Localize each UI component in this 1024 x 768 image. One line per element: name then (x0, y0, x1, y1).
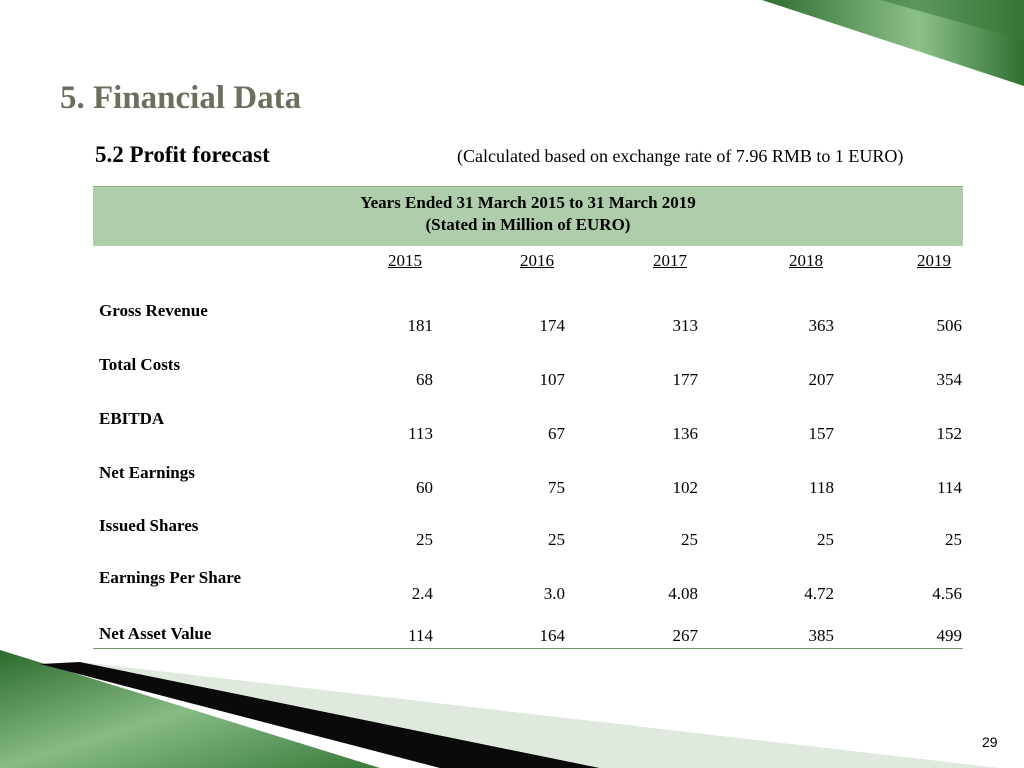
year-header-2017: 2017 (653, 251, 687, 270)
cell-issued-shares-2019: 25 (945, 530, 962, 549)
cell-ebitda-2016: 67 (548, 424, 565, 443)
year-header-2016: 2016 (520, 251, 554, 270)
cell-net-asset-value-2017: 267 (672, 626, 699, 645)
row-label-net-asset-value: Net Asset Value (99, 624, 212, 643)
cell-total-costs-2016: 107 (539, 370, 566, 389)
cell-net-earnings-2019: 114 (937, 478, 962, 497)
bottom-left-swoosh (0, 650, 1000, 768)
cell-earnings-per-share-2015: 2.4 (411, 584, 433, 603)
table-bottom-rule (93, 648, 963, 649)
cell-gross-revenue-2018: 363 (808, 316, 835, 335)
cell-net-earnings-2018: 118 (809, 478, 834, 497)
exchange-rate-note: (Calculated based on exchange rate of 7.… (457, 146, 904, 166)
row-label-net-earnings: Net Earnings (99, 463, 195, 482)
cell-total-costs-2015: 68 (416, 370, 433, 389)
cell-net-asset-value-2018: 385 (808, 626, 835, 645)
cell-gross-revenue-2016: 174 (539, 316, 566, 335)
cell-net-asset-value-2019: 499 (936, 626, 963, 645)
page-title: 5. Financial Data (60, 80, 302, 116)
row-label-total-costs: Total Costs (99, 355, 181, 374)
cell-total-costs-2019: 354 (936, 370, 963, 389)
cell-total-costs-2018: 207 (808, 370, 835, 389)
cell-ebitda-2018: 157 (808, 424, 835, 443)
year-header-2019: 2019 (917, 251, 951, 270)
cell-net-earnings-2016: 75 (548, 478, 565, 497)
row-label-issued-shares: Issued Shares (99, 516, 199, 535)
cell-gross-revenue-2015: 181 (407, 316, 434, 335)
row-label-earnings-per-share: Earnings Per Share (99, 568, 241, 587)
cell-issued-shares-2015: 25 (416, 530, 433, 549)
cell-net-asset-value-2015: 114 (408, 626, 433, 645)
cell-net-asset-value-2016: 164 (539, 626, 566, 645)
section-subtitle: 5.2 Profit forecast (95, 142, 270, 167)
row-label-ebitda: EBITDA (99, 409, 165, 428)
cell-earnings-per-share-2019: 4.56 (932, 584, 962, 603)
cell-net-earnings-2017: 102 (672, 478, 699, 497)
table-header-unit: (Stated in Million of EURO) (425, 215, 631, 234)
cell-issued-shares-2017: 25 (681, 530, 698, 549)
cell-net-earnings-2015: 60 (416, 478, 433, 497)
top-right-swoosh (762, 0, 1024, 86)
page-number: 29 (982, 734, 998, 750)
cell-issued-shares-2018: 25 (817, 530, 834, 549)
cell-gross-revenue-2017: 313 (672, 316, 699, 335)
cell-earnings-per-share-2016: 3.0 (543, 584, 565, 603)
table-header-period: Years Ended 31 March 2015 to 31 March 20… (360, 193, 696, 212)
cell-issued-shares-2016: 25 (548, 530, 565, 549)
year-header-2018: 2018 (789, 251, 823, 270)
cell-ebitda-2017: 136 (672, 424, 699, 443)
table-header: Years Ended 31 March 2015 to 31 March 20… (93, 186, 963, 246)
cell-ebitda-2019: 152 (936, 424, 963, 443)
cell-earnings-per-share-2017: 4.08 (668, 584, 698, 603)
row-label-gross-revenue: Gross Revenue (99, 301, 208, 320)
cell-gross-revenue-2019: 506 (936, 316, 963, 335)
cell-earnings-per-share-2018: 4.72 (804, 584, 834, 603)
cell-ebitda-2015: 113 (408, 424, 433, 443)
cell-total-costs-2017: 177 (672, 370, 699, 389)
year-header-2015: 2015 (388, 251, 422, 270)
